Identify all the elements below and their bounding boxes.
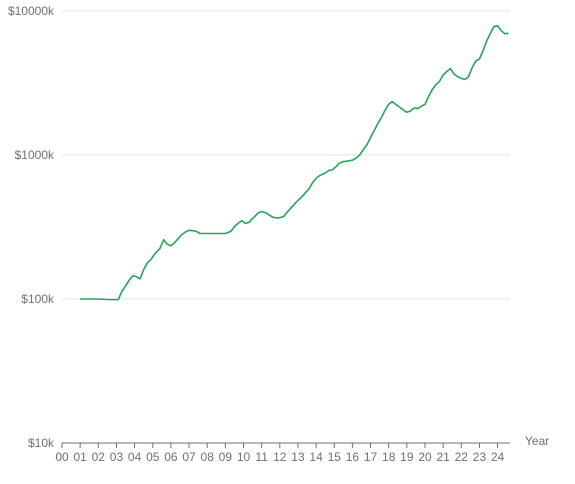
- y-tick-label: $100k: [21, 292, 55, 306]
- x-tick-label: 18: [382, 450, 396, 464]
- x-axis-ticks: [61, 443, 499, 448]
- series-line: [80, 24, 509, 301]
- x-tick-label: 17: [364, 450, 378, 464]
- x-tick-label: 22: [455, 450, 469, 464]
- x-tick-label: 06: [164, 450, 178, 464]
- x-tick-label: 23: [473, 450, 487, 464]
- x-tick-label: 12: [273, 450, 287, 464]
- y-tick-label: $1000k: [15, 148, 55, 162]
- y-axis-labels: $10k $100k $1000k $10000k: [8, 4, 55, 450]
- x-tick-label: 05: [146, 450, 160, 464]
- x-tick-label: 13: [291, 450, 305, 464]
- x-tick-label: 08: [201, 450, 215, 464]
- x-tick-label: 16: [346, 450, 360, 464]
- x-tick-label: 07: [182, 450, 196, 464]
- x-tick-label: 15: [328, 450, 342, 464]
- x-axis-title: Year: [525, 434, 549, 448]
- x-tick-label: 14: [309, 450, 323, 464]
- x-axis-labels: 00 01 02 03 04 05 06 07 08 09 10 11 12 13 14 15 16 17 18 19…: [55, 450, 504, 464]
- x-tick-label: 00: [55, 450, 69, 464]
- x-tick-label: 20: [418, 450, 432, 464]
- x-tick-label: 04: [128, 450, 142, 464]
- x-tick-label: 09: [219, 450, 233, 464]
- x-tick-label: 19: [400, 450, 414, 464]
- x-tick-label: 02: [92, 450, 106, 464]
- x-tick-label: 24: [491, 450, 505, 464]
- x-tick-label: 10: [237, 450, 251, 464]
- x-tick-label: 21: [436, 450, 450, 464]
- grid-lines: [62, 10, 510, 300]
- x-tick-label: 01: [73, 450, 87, 464]
- x-tick-label: 11: [255, 450, 268, 464]
- y-tick-label: $10k: [28, 436, 55, 450]
- x-tick-label: 03: [110, 450, 124, 464]
- y-tick-label: $10000k: [8, 4, 55, 18]
